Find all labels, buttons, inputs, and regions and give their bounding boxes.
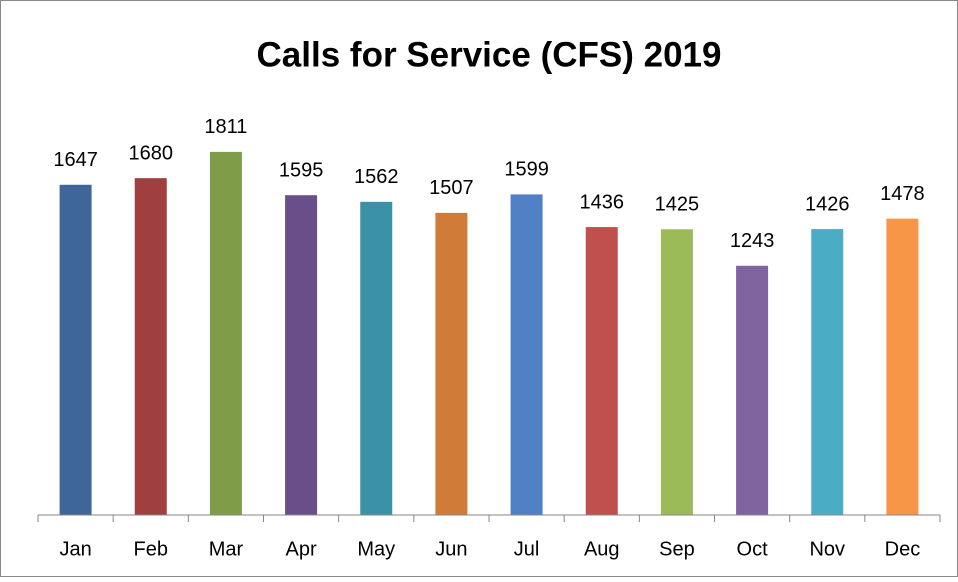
x-tick-label: Feb	[134, 538, 168, 560]
data-label: 1647	[53, 149, 98, 171]
data-label: 1562	[354, 166, 399, 188]
x-tick-label: May	[357, 538, 395, 560]
bar	[134, 178, 167, 515]
data-label: 1595	[279, 159, 324, 181]
x-tick-label: Mar	[209, 538, 244, 560]
bar	[660, 229, 693, 515]
data-label: 1599	[504, 159, 549, 181]
x-tick-label: Jan	[59, 538, 91, 560]
x-tick-label: Oct	[737, 538, 769, 560]
data-label: 1680	[129, 142, 174, 164]
chart-title: Calls for Service (CFS) 2019	[257, 35, 722, 74]
bar	[510, 194, 543, 515]
x-tick-label: Aug	[584, 538, 620, 560]
x-tick-label: Jul	[514, 538, 540, 560]
bar	[435, 212, 468, 515]
bar	[585, 227, 618, 515]
data-label: 1243	[730, 230, 775, 252]
bar	[360, 201, 393, 515]
data-label: 1426	[805, 193, 850, 215]
data-label: 1425	[655, 194, 700, 216]
x-tick-label: Sep	[659, 538, 695, 560]
data-label: 1507	[429, 177, 474, 199]
bar	[209, 151, 242, 515]
data-label: 1811	[204, 116, 247, 138]
x-tick-label: Dec	[885, 538, 921, 560]
x-tick-label: Nov	[809, 538, 845, 560]
bar	[811, 229, 844, 515]
data-label: 1478	[880, 183, 925, 205]
x-tick-label: Apr	[286, 538, 317, 560]
bar	[736, 265, 769, 515]
data-label: 1436	[580, 191, 625, 213]
bar	[886, 218, 919, 515]
bar	[285, 195, 318, 515]
x-tick-label: Jun	[435, 538, 467, 560]
bar	[59, 184, 92, 516]
